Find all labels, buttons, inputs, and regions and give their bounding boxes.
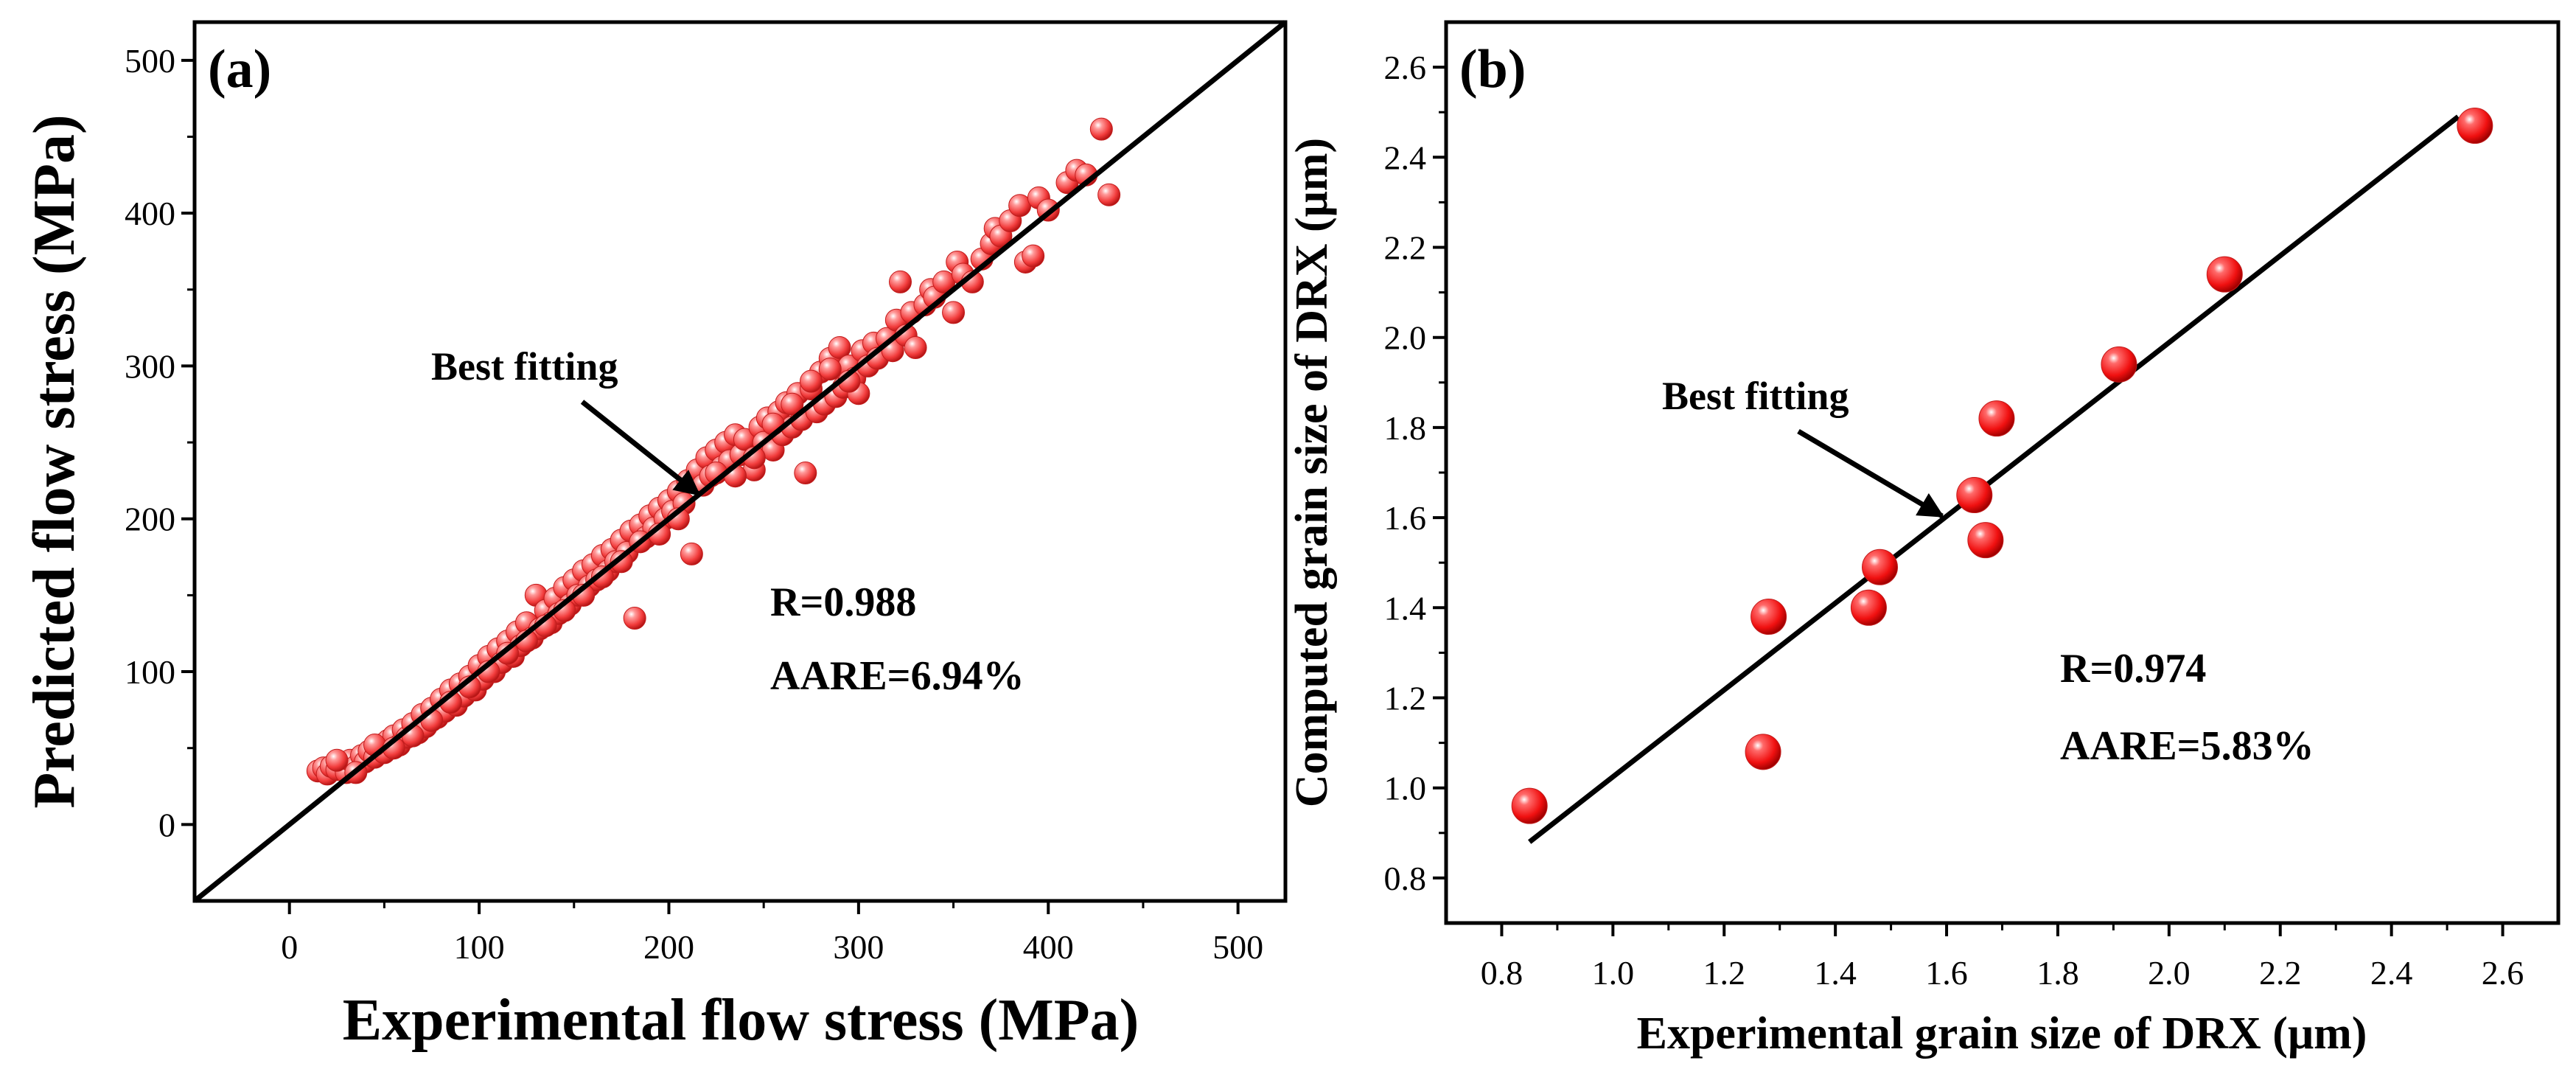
panel-a-y-ticks: 0 100 200 300 400 500: [125, 42, 195, 843]
panel-a-x-tick-label: 300: [833, 928, 884, 966]
panel-b-x-tick-label: 1.4: [1814, 954, 1857, 992]
panel-b-point: [1745, 734, 1781, 770]
panel-b-y-tick-label: 2.0: [1384, 319, 1427, 357]
panel-b-point: [1511, 787, 1548, 824]
panel-b-y-tick-label: 2.4: [1384, 139, 1427, 176]
panel-b-point: [1967, 522, 2004, 559]
panel-a-point: [888, 270, 912, 293]
panel-a-point: [1089, 117, 1113, 141]
panel-a-x-axis-title: Experimental flow stress (MPa): [343, 988, 1139, 1053]
panel-b-point: [2457, 108, 2493, 144]
panel-b-x-axis-title: Experimental grain size of DRX (μm): [1637, 1009, 2367, 1059]
panel-b-x-tick-label: 2.4: [2370, 954, 2413, 992]
panel-a-y-tick-label: 300: [125, 347, 175, 385]
panel-b-fit-line: [1528, 114, 2460, 844]
panel-b-y-tick-label: 1.2: [1384, 680, 1427, 717]
panel-a-point: [781, 392, 804, 416]
panel-a-x-tick-label: 0: [281, 928, 298, 966]
panel-b-y-tick-label: 1.8: [1384, 409, 1427, 447]
panel-a-y-tick-label: 500: [125, 42, 175, 80]
panel-b-x-tick-label: 2.0: [2148, 954, 2191, 992]
panel-b-y-tick-label: 1.6: [1384, 499, 1427, 537]
panel-a-x-tick-label: 100: [454, 928, 505, 966]
panel-b-point: [2101, 346, 2137, 383]
panel-a-y-tick-label: 400: [125, 195, 175, 232]
panel-a-y-tick-label: 100: [125, 653, 175, 691]
panel-a-annotation-text: Best fitting: [431, 344, 618, 389]
panel-b-y-tick-label: 1.4: [1384, 589, 1427, 627]
panel-b-x-tick-label: 1.2: [1703, 954, 1746, 992]
panel-a-point: [800, 369, 823, 393]
panel-b-x-tick-label: 1.8: [2036, 954, 2079, 992]
panel-b-y-tick-label: 2.6: [1384, 49, 1427, 86]
panel-b-y-tick-label: 0.8: [1384, 860, 1427, 897]
panel-a-point: [828, 336, 851, 360]
panel-b-y-tick-label: 1.0: [1384, 770, 1427, 807]
panel-b-x-tick-label: 2.2: [2259, 954, 2302, 992]
panel-a-point: [818, 358, 842, 381]
panel-b-point: [1956, 477, 1993, 514]
panel-b-point: [1862, 549, 1899, 585]
panel-b-x-tick-label: 2.6: [2482, 954, 2524, 992]
panel-b-x-tick-label: 1.6: [1925, 954, 1968, 992]
panel-b-annotation-arrow: [1797, 428, 1945, 519]
panel-b-x-tick-label: 1.0: [1592, 954, 1635, 992]
panel-a-x-tick-label: 400: [1023, 928, 1074, 966]
panel-a-point: [610, 550, 633, 574]
panel-a-y-tick-label: 200: [125, 501, 175, 538]
panel-a-r-value: R=0.988: [770, 579, 916, 625]
panel-b-point: [1978, 400, 2015, 437]
panel-a-point: [942, 301, 966, 324]
panel-b-point: [1850, 589, 1887, 626]
panel-a-point: [1097, 183, 1121, 206]
panel-a-point: [680, 542, 703, 565]
panel-b-y-tick-label: 2.2: [1384, 229, 1427, 267]
panel-a-y-tick-label: 0: [158, 806, 175, 843]
panel-b-r-value: R=0.974: [2060, 646, 2206, 692]
panel-a-x-ticks: 0 100 200 300 400 500: [281, 901, 1263, 966]
panel-a-point: [794, 462, 817, 485]
panel-a-point: [623, 606, 646, 630]
panel-b: 0.8 1.0 1.2 1.4 1.6 1.8 2.0 2.2 2.4 2.6 0.8 1.0 1.2…: [1287, 20, 2561, 1059]
panel-a-point: [904, 336, 927, 360]
panel-a-point: [590, 565, 614, 589]
panel-b-x-tick-label: 0.8: [1481, 954, 1523, 992]
panel-b-point: [1751, 599, 1787, 636]
panel-a-annotation-arrow: [580, 400, 701, 497]
panel-b-points: [1511, 108, 2493, 824]
panel-b-y-axis-title: Computed grain size of DRX (μm): [1287, 138, 1337, 807]
panel-a-point: [1022, 244, 1045, 268]
panel-a-point: [496, 641, 520, 665]
panel-a-y-axis-title: Predicted flow stress (MPa): [22, 114, 87, 808]
panel-b-annotation-text: Best fitting: [1662, 374, 1849, 418]
panel-a-label: (a): [208, 39, 271, 100]
panel-a-point: [325, 748, 349, 772]
panel-b-y-ticks: 0.8 1.0 1.2 1.4 1.6 1.8 2.0 2.2 2.4 2.6: [1384, 49, 1446, 897]
panel-a-plot-frame: [192, 20, 1288, 903]
panel-a-x-tick-label: 200: [643, 928, 694, 966]
panel-a-x-tick-label: 500: [1212, 928, 1263, 966]
panel-b-x-ticks: 0.8 1.0 1.2 1.4 1.6 1.8 2.0 2.2 2.4 2.6: [1481, 923, 2524, 992]
panel-a-fit-line: [192, 20, 1288, 903]
panel-b-label: (b): [1459, 39, 1526, 100]
panel-a: 0 100 200 300 400 500 0 100 200 300 400 500 (a) Be…: [22, 20, 1288, 1053]
panel-b-aare-value: AARE=5.83%: [2060, 723, 2314, 769]
panel-b-point: [2206, 256, 2243, 293]
panel-a-aare-value: AARE=6.94%: [770, 653, 1025, 699]
